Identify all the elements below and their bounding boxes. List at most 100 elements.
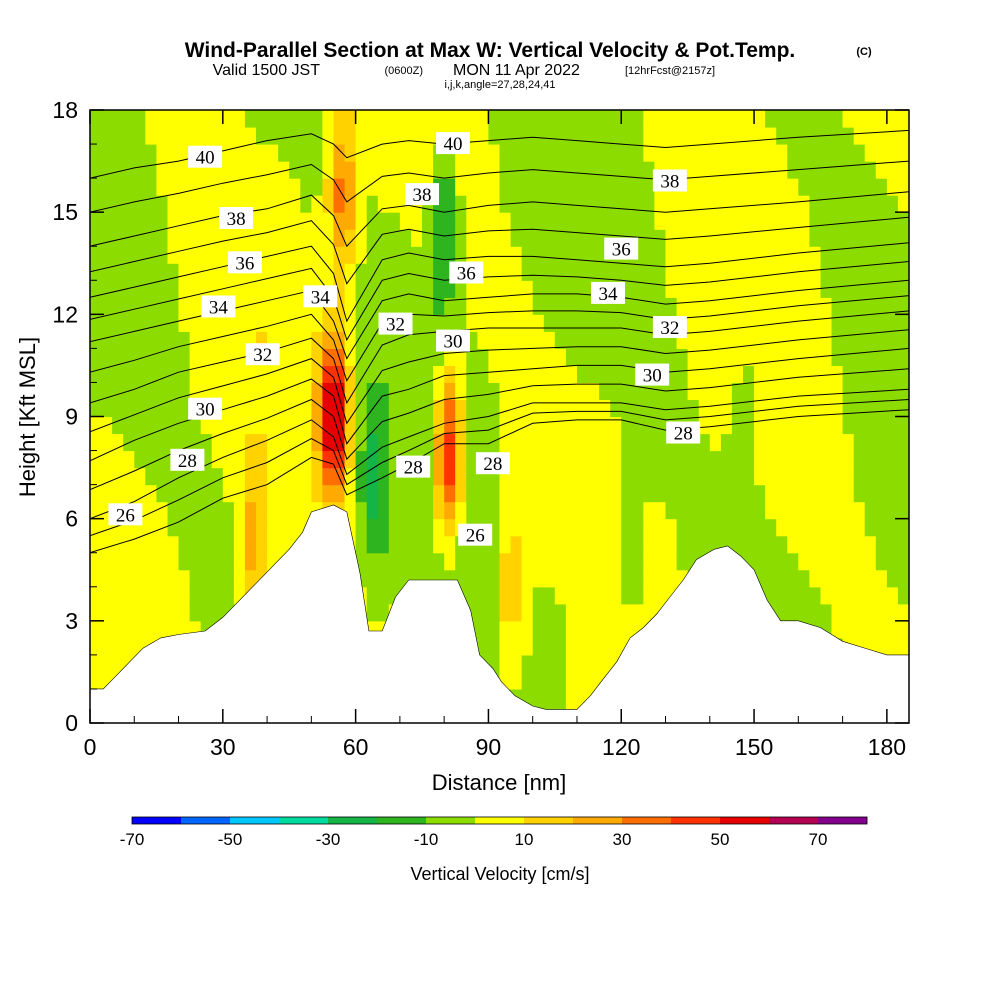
velocity-cell bbox=[344, 229, 357, 247]
velocity-cell bbox=[510, 178, 523, 196]
velocity-cell bbox=[864, 195, 877, 213]
velocity-cell bbox=[300, 382, 312, 400]
velocity-cell bbox=[897, 212, 909, 230]
velocity-cell bbox=[743, 348, 755, 366]
velocity-cell bbox=[145, 620, 157, 639]
velocity-cell bbox=[731, 178, 744, 196]
velocity-cell bbox=[731, 433, 744, 452]
velocity-cell bbox=[101, 433, 113, 452]
velocity-cell bbox=[178, 586, 191, 605]
velocity-cell bbox=[798, 416, 810, 435]
velocity-cell bbox=[632, 399, 644, 418]
velocity-cell bbox=[842, 229, 855, 247]
velocity-cell bbox=[842, 246, 855, 264]
velocity-cell bbox=[588, 127, 600, 145]
velocity-cell bbox=[101, 450, 113, 469]
velocity-cell bbox=[388, 178, 401, 196]
velocity-cell bbox=[466, 144, 478, 162]
velocity-cell bbox=[222, 127, 235, 145]
velocity-cell bbox=[433, 229, 445, 247]
velocity-cell bbox=[112, 450, 124, 469]
velocity-cell bbox=[178, 382, 191, 400]
velocity-cell bbox=[455, 552, 467, 571]
velocity-cell bbox=[422, 110, 434, 128]
velocity-cell bbox=[532, 195, 545, 213]
velocity-cell bbox=[820, 569, 833, 588]
velocity-cell bbox=[610, 331, 622, 349]
velocity-cell bbox=[731, 501, 744, 520]
velocity-cell bbox=[754, 416, 766, 435]
velocity-cell bbox=[886, 110, 899, 128]
velocity-cell bbox=[433, 161, 445, 179]
velocity-cell bbox=[709, 433, 722, 452]
velocity-cell bbox=[444, 348, 456, 366]
velocity-cell bbox=[333, 144, 346, 162]
isentrope-label: 36 bbox=[227, 251, 262, 274]
velocity-cell bbox=[499, 314, 512, 332]
velocity-cell bbox=[101, 637, 113, 656]
velocity-cell bbox=[853, 569, 866, 588]
velocity-cell bbox=[875, 535, 888, 554]
subtitle-forecast: [12hrFcst@2157z] bbox=[625, 65, 715, 77]
velocity-cell bbox=[776, 331, 788, 349]
velocity-cell bbox=[743, 144, 755, 162]
velocity-cell bbox=[532, 416, 545, 435]
velocity-cell bbox=[776, 467, 788, 486]
velocity-cell bbox=[244, 382, 257, 400]
velocity-cell bbox=[765, 297, 777, 315]
velocity-cell bbox=[831, 212, 844, 230]
velocity-cell bbox=[820, 382, 833, 400]
velocity-cell bbox=[720, 518, 733, 537]
velocity-cell bbox=[654, 552, 667, 571]
velocity-cell bbox=[820, 348, 833, 366]
velocity-cell bbox=[621, 331, 633, 349]
velocity-cell bbox=[311, 110, 324, 128]
velocity-cell bbox=[167, 518, 180, 537]
velocity-cell bbox=[577, 586, 589, 605]
velocity-cell bbox=[665, 535, 678, 554]
velocity-cell bbox=[510, 263, 523, 281]
velocity-cell bbox=[709, 297, 722, 315]
velocity-cell bbox=[643, 280, 656, 298]
velocity-cell bbox=[532, 246, 545, 264]
velocity-cell bbox=[388, 552, 401, 571]
velocity-cell bbox=[256, 331, 268, 349]
velocity-cell bbox=[588, 246, 600, 264]
velocity-cell bbox=[499, 569, 512, 588]
velocity-cell bbox=[754, 161, 766, 179]
velocity-cell bbox=[300, 246, 312, 264]
velocity-cell bbox=[809, 501, 822, 520]
velocity-cell bbox=[521, 620, 534, 639]
velocity-cell bbox=[333, 110, 346, 128]
velocity-cell bbox=[897, 416, 909, 435]
velocity-cell bbox=[643, 348, 656, 366]
velocity-cell bbox=[776, 348, 788, 366]
velocity-cell bbox=[510, 365, 523, 383]
velocity-cell bbox=[687, 535, 700, 554]
velocity-cell bbox=[577, 433, 589, 452]
velocity-cell bbox=[543, 433, 556, 452]
velocity-cell bbox=[344, 144, 357, 162]
velocity-cell bbox=[864, 535, 877, 554]
velocity-cell bbox=[388, 501, 401, 520]
velocity-cell bbox=[477, 178, 490, 196]
velocity-cell bbox=[709, 518, 722, 537]
velocity-cell bbox=[455, 433, 467, 452]
velocity-cell bbox=[521, 246, 534, 264]
velocity-cell bbox=[886, 297, 899, 315]
velocity-cell bbox=[599, 467, 611, 486]
velocity-cell bbox=[532, 433, 545, 452]
velocity-cell bbox=[499, 144, 512, 162]
velocity-cell bbox=[676, 110, 689, 128]
velocity-cell bbox=[610, 552, 622, 571]
velocity-cell bbox=[411, 212, 423, 230]
velocity-cell bbox=[731, 110, 744, 128]
velocity-cell bbox=[842, 144, 855, 162]
velocity-cell bbox=[731, 161, 744, 179]
velocity-cell bbox=[853, 297, 866, 315]
velocity-cell bbox=[211, 314, 224, 332]
velocity-cell bbox=[145, 552, 157, 571]
velocity-cell bbox=[123, 229, 135, 247]
velocity-cell bbox=[809, 212, 822, 230]
velocity-cell bbox=[886, 484, 899, 503]
